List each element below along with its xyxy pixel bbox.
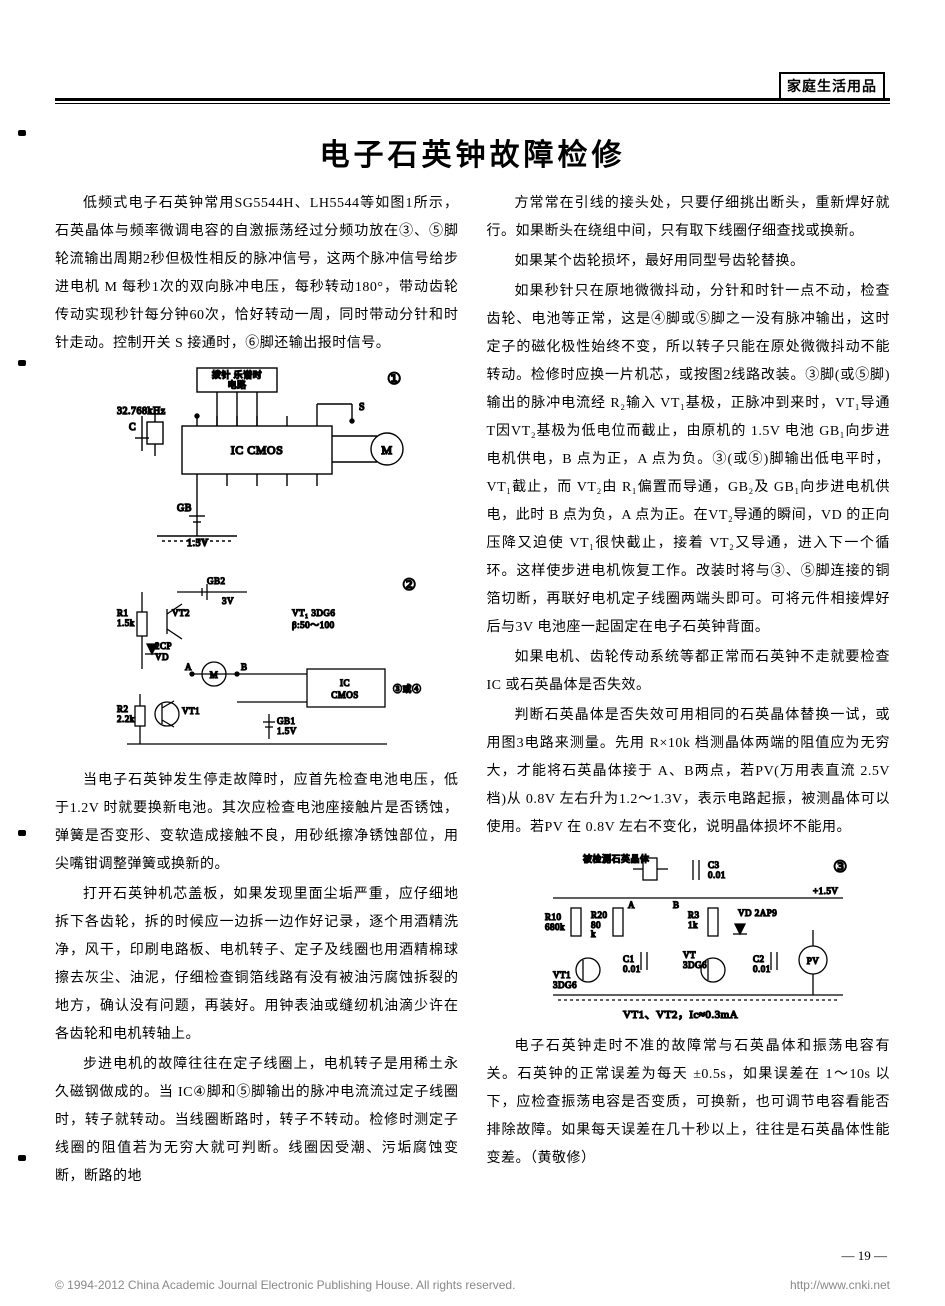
svg-text:k: k xyxy=(591,929,596,939)
diagram2-num: ② xyxy=(402,577,417,594)
svg-text:2.2k: 2.2k xyxy=(117,714,135,724)
para: 方常常在引线的接头处，只要仔细挑出断头，重新焊好就行。如果断头在绕组中间，只有取… xyxy=(487,190,891,246)
svg-text:3DG6: 3DG6 xyxy=(553,980,577,990)
svg-text:C2: C2 xyxy=(753,954,765,964)
category-label: 家庭生活用品 xyxy=(779,72,885,100)
svg-text:A: A xyxy=(185,662,192,672)
margin-mark xyxy=(18,360,26,366)
svg-text:32.768kHz: 32.768kHz xyxy=(117,406,166,417)
svg-text:IC CMOS: IC CMOS xyxy=(230,443,283,457)
para: 如果秒针只在原地微微抖动，分针和时针一点不动，检查齿轮、电池等正常，这是④脚或⑤… xyxy=(487,278,891,642)
svg-text:拨针 乐谱时: 拨针 乐谱时 xyxy=(212,369,262,380)
article-title: 电子石英钟故障检修 xyxy=(320,130,626,174)
margin-mark xyxy=(18,1155,26,1161)
svg-text:R10: R10 xyxy=(545,912,562,922)
para: 打开石英钟机芯盖板，如果发现里面尘垢严重，应仔细地拆下各齿轮，拆的时候应一边拆一… xyxy=(55,881,459,1049)
margin-mark xyxy=(18,830,26,836)
para: 电子石英钟走时不准的故障常与石英晶体和振荡电容有关。石英钟的正常误差为每天 ±0… xyxy=(487,1033,891,1173)
right-column: 方常常在引线的接头处，只要仔细挑出断头，重新焊好就行。如果断头在绕组中间，只有取… xyxy=(487,190,891,1246)
svg-text:0.01: 0.01 xyxy=(753,964,771,974)
copyright-text: © 1994-2012 China Academic Journal Elect… xyxy=(55,1278,515,1292)
diagram-1: ① 拨针 乐谱时 电路 32.768kHz C xyxy=(55,366,459,566)
para: 当电子石英钟发生停走故障时，应首先检查电池电压，低于1.2V 时就要换新电池。其… xyxy=(55,767,459,879)
svg-text:C: C xyxy=(129,422,136,433)
para: 低频式电子石英钟常用SG5544H、LH5544等如图1所示，石英晶体与频率微调… xyxy=(55,190,459,358)
cnki-link: http://www.cnki.net xyxy=(790,1278,890,1292)
svg-text:0.01: 0.01 xyxy=(623,964,641,974)
diagram-3: ③ 被检测石英晶体 C3 0.01 +1.5V R10 68 xyxy=(487,850,891,1025)
svg-text:PV: PV xyxy=(807,956,820,966)
svg-text:VT₁ 3DG6: VT₁ 3DG6 xyxy=(292,608,335,618)
svg-text:B: B xyxy=(241,662,248,672)
svg-text:1.5k: 1.5k xyxy=(117,618,135,628)
para: 如果某个齿轮损坏，最好用同型号齿轮替换。 xyxy=(487,248,891,276)
svg-text:S: S xyxy=(359,402,365,413)
svg-text:C3: C3 xyxy=(708,860,720,870)
svg-text:680k: 680k xyxy=(545,922,565,932)
svg-text:VT1: VT1 xyxy=(182,706,200,716)
header-rule xyxy=(55,98,890,101)
svg-text:M: M xyxy=(209,670,218,680)
svg-text:R1: R1 xyxy=(117,608,129,618)
svg-text:3DG6: 3DG6 xyxy=(683,960,707,970)
svg-text:IC: IC xyxy=(340,678,350,688)
diagram1-num: ① xyxy=(387,371,402,388)
svg-text:被检测石英晶体: 被检测石英晶体 xyxy=(583,853,650,864)
para: 步进电机的故障往往在定子线圈上，电机转子是用稀土永久磁钢做成的。当 IC④脚和⑤… xyxy=(55,1051,459,1191)
svg-text:VD 2AP9: VD 2AP9 xyxy=(738,908,777,918)
svg-text:M: M xyxy=(381,443,392,457)
svg-text:GB: GB xyxy=(177,503,192,514)
left-column: 低频式电子石英钟常用SG5544H、LH5544等如图1所示，石英晶体与频率微调… xyxy=(55,190,459,1246)
svg-text:β:50～100: β:50～100 xyxy=(292,620,335,630)
svg-text:R3: R3 xyxy=(688,910,700,920)
svg-text:GB1: GB1 xyxy=(277,716,296,726)
svg-text:GB2: GB2 xyxy=(207,576,226,586)
para: 判断石英晶体是否失效可用相同的石英晶体替换一试，或用图3电路来测量。先用 R×1… xyxy=(487,702,891,842)
svg-text:电路: 电路 xyxy=(227,379,246,390)
diagram3-num: ③ xyxy=(833,859,848,876)
svg-text:R20: R20 xyxy=(591,910,608,920)
svg-text:A: A xyxy=(628,900,635,910)
svg-text:③或④: ③或④ xyxy=(393,683,422,694)
diagram-2: ② GB2 3V R1 1.5k VT2 xyxy=(55,574,459,759)
svg-text:1k: 1k xyxy=(688,920,698,930)
svg-text:3V: 3V xyxy=(222,596,234,606)
svg-text:VT1、VT2，Ic≈0.3mA: VT1、VT2，Ic≈0.3mA xyxy=(623,1009,738,1021)
page-number: — 19 — xyxy=(842,1248,888,1264)
svg-text:0.01: 0.01 xyxy=(708,870,726,880)
para: 如果电机、齿轮传动系统等都正常而石英钟不走就要检查 IC 或石英晶体是否失效。 xyxy=(487,644,891,700)
article-title-row: 电子石英钟故障检修 xyxy=(0,130,945,174)
svg-text:2CP: 2CP xyxy=(155,641,172,651)
svg-text:B: B xyxy=(673,900,680,910)
svg-text:1.5V: 1.5V xyxy=(277,726,297,736)
svg-text:CMOS: CMOS xyxy=(331,690,359,700)
svg-text:1.5V: 1.5V xyxy=(187,538,209,549)
svg-text:C1: C1 xyxy=(623,954,635,964)
svg-text:VT: VT xyxy=(683,950,696,960)
svg-text:R2: R2 xyxy=(117,704,129,714)
svg-text:+1.5V: +1.5V xyxy=(813,886,838,896)
content-columns: 低频式电子石英钟常用SG5544H、LH5544等如图1所示，石英晶体与频率微调… xyxy=(55,190,890,1246)
svg-text:VT1: VT1 xyxy=(553,970,571,980)
